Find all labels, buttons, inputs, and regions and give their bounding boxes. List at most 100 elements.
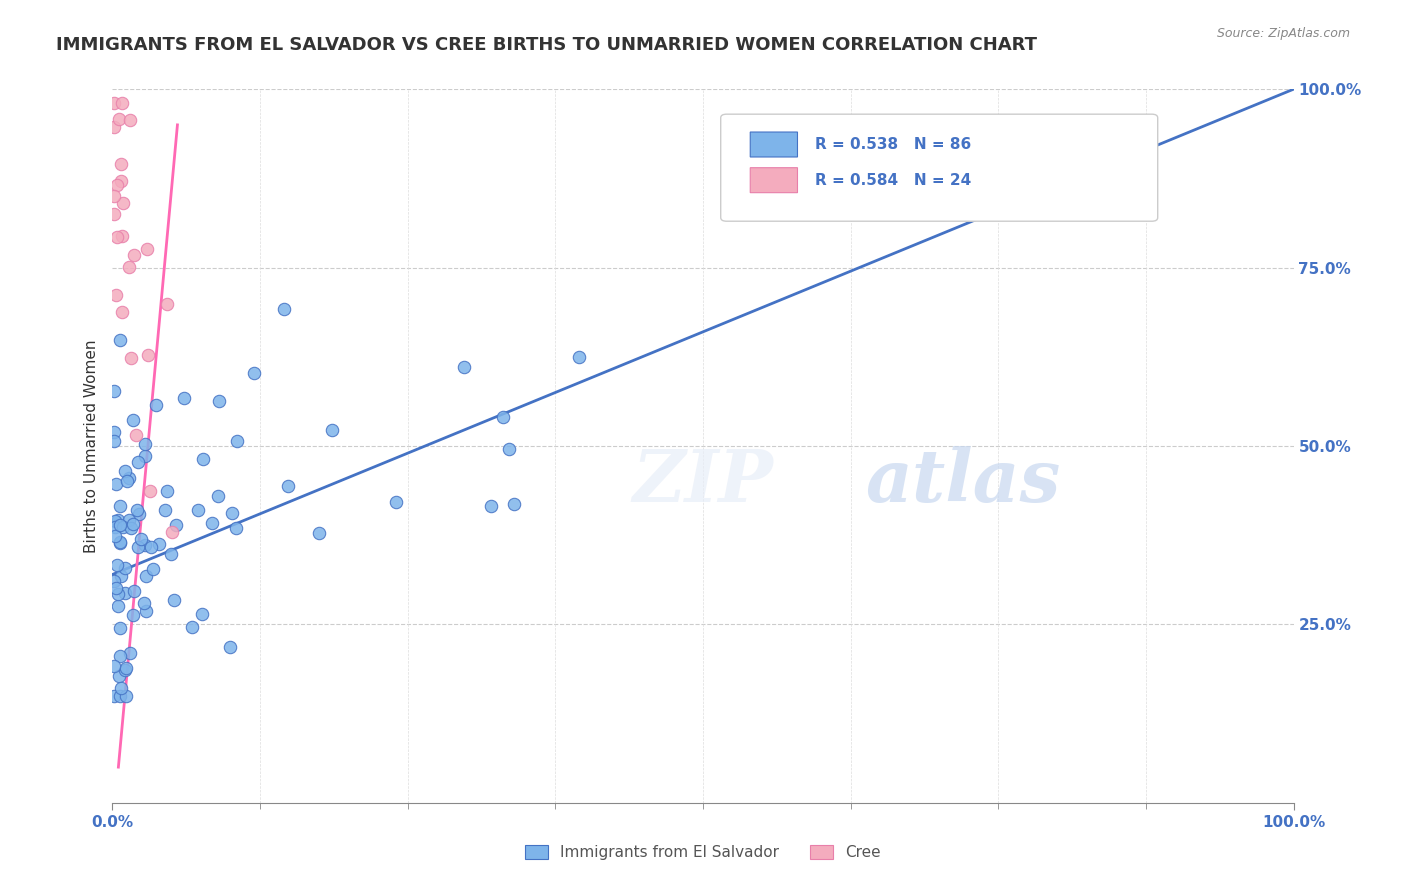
Point	[122, 248, 145, 262]
Point	[103, 434, 125, 448]
Point	[104, 477, 127, 491]
FancyBboxPatch shape	[751, 132, 797, 157]
Point	[110, 156, 132, 170]
Point	[112, 520, 135, 534]
Point	[103, 658, 125, 673]
Point	[111, 96, 134, 111]
Point	[104, 288, 127, 302]
Point	[103, 689, 125, 703]
Point	[145, 398, 167, 412]
Point	[110, 649, 132, 664]
Point	[273, 301, 295, 316]
Point	[207, 489, 229, 503]
Point	[221, 506, 243, 520]
Point	[107, 587, 129, 601]
Point	[103, 384, 125, 398]
Point	[114, 663, 136, 677]
Point	[142, 562, 165, 576]
Text: atlas: atlas	[865, 446, 1060, 517]
Point	[134, 450, 156, 464]
Point	[104, 529, 127, 543]
Legend: Immigrants from El Salvador, Cree: Immigrants from El Salvador, Cree	[519, 839, 887, 866]
Point	[225, 434, 247, 449]
Y-axis label: Births to Unmarried Women: Births to Unmarried Women	[83, 339, 98, 553]
Point	[108, 689, 131, 703]
Point	[277, 479, 299, 493]
Point	[114, 560, 136, 574]
Point	[498, 442, 520, 456]
Point	[155, 502, 177, 516]
Point	[111, 304, 134, 318]
Point	[165, 517, 187, 532]
Point	[104, 520, 127, 534]
Point	[160, 524, 183, 539]
Point	[120, 351, 142, 365]
Point	[191, 451, 214, 466]
Point	[122, 584, 145, 599]
Point	[114, 586, 136, 600]
Point	[139, 540, 162, 554]
Point	[110, 681, 132, 695]
Point	[105, 581, 128, 595]
Point	[173, 391, 195, 405]
Point	[105, 558, 128, 573]
Point	[108, 333, 131, 347]
Point	[104, 515, 127, 529]
Point	[108, 499, 131, 513]
Point	[115, 661, 138, 675]
Point	[107, 513, 129, 527]
Point	[134, 538, 156, 552]
Point	[186, 503, 208, 517]
Point	[115, 474, 138, 488]
Point	[225, 521, 247, 535]
Point	[103, 574, 125, 588]
Point	[105, 178, 128, 193]
Point	[118, 646, 141, 660]
Point	[108, 518, 131, 533]
Point	[107, 599, 129, 614]
Point	[110, 569, 132, 583]
Point	[503, 497, 526, 511]
Point	[453, 359, 475, 374]
Point	[156, 483, 179, 498]
Point	[120, 113, 142, 128]
Point	[201, 516, 224, 530]
Point	[128, 507, 150, 521]
Point	[124, 428, 146, 442]
Point	[191, 607, 214, 622]
Point	[135, 604, 157, 618]
Point	[108, 669, 131, 683]
Point	[103, 425, 125, 440]
FancyBboxPatch shape	[721, 114, 1157, 221]
Point	[120, 520, 142, 534]
Point	[103, 189, 125, 203]
Point	[163, 592, 186, 607]
Point	[117, 260, 139, 275]
Text: R = 0.584   N = 24: R = 0.584 N = 24	[815, 173, 972, 188]
Point	[114, 464, 136, 478]
Point	[117, 512, 139, 526]
Point	[160, 547, 183, 561]
Point	[129, 532, 152, 546]
Point	[121, 413, 143, 427]
Point	[134, 437, 156, 451]
Point	[308, 525, 330, 540]
Point	[321, 423, 343, 437]
Point	[208, 394, 231, 409]
Point	[122, 607, 145, 622]
Point	[134, 596, 156, 610]
Text: IMMIGRANTS FROM EL SALVADOR VS CREE BIRTHS TO UNMARRIED WOMEN CORRELATION CHART: IMMIGRANTS FROM EL SALVADOR VS CREE BIRT…	[56, 36, 1038, 54]
Point	[108, 536, 131, 550]
Point	[108, 112, 131, 126]
Point	[108, 621, 131, 635]
Point	[127, 454, 149, 468]
Point	[181, 619, 204, 633]
Point	[568, 351, 591, 365]
Point	[103, 96, 125, 111]
Point	[103, 206, 125, 220]
Point	[492, 410, 515, 425]
Text: ZIP: ZIP	[633, 446, 773, 517]
FancyBboxPatch shape	[751, 168, 797, 193]
Text: R = 0.538   N = 86: R = 0.538 N = 86	[815, 137, 972, 153]
Point	[103, 120, 125, 134]
